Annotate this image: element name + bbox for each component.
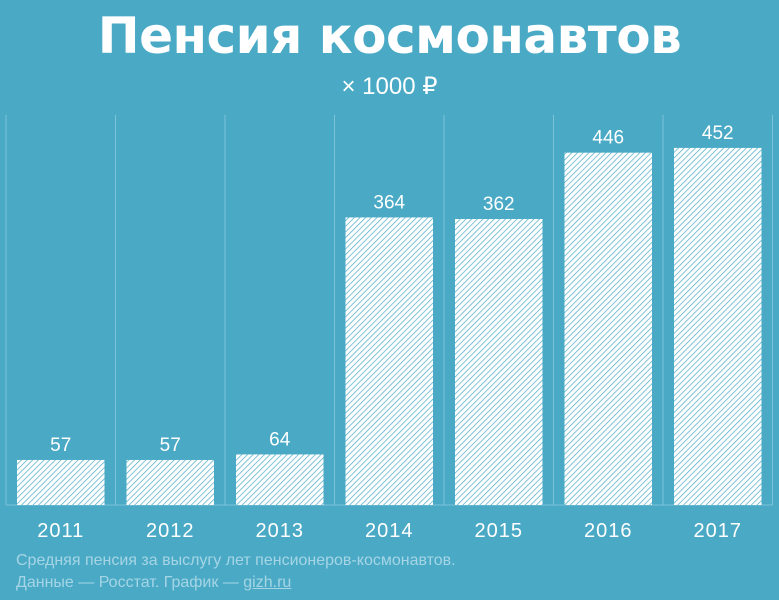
bar-2016 xyxy=(564,152,652,505)
bar-2011 xyxy=(17,459,105,505)
x-tick-label-2011: 2011 xyxy=(37,520,84,542)
bar-2012 xyxy=(126,459,214,505)
caption-description: Средняя пенсия за выслугу лет пенсионеро… xyxy=(16,552,456,569)
x-tick-label-2014: 2014 xyxy=(365,520,414,542)
data-label-2016: 446 xyxy=(592,128,624,149)
data-label-2011: 57 xyxy=(50,435,71,456)
bar-2013 xyxy=(236,454,324,505)
chart-title: Пенсия космонавтов xyxy=(97,7,682,65)
chart-subtitle: × 1000 ₽ xyxy=(341,73,438,100)
source-link[interactable]: gizh.ru xyxy=(243,574,292,591)
caption-source: Данные — Росстат. График — gizh.ru xyxy=(16,572,456,594)
caption-source-text: Данные — Росстат. График — xyxy=(16,574,244,591)
data-label-2017: 452 xyxy=(702,123,734,144)
bar-2015 xyxy=(455,219,543,505)
x-tick-label-2015: 2015 xyxy=(475,520,524,542)
bar-2014 xyxy=(345,217,433,505)
x-tick-label-2012: 2012 xyxy=(146,520,195,542)
x-tick-label-2017: 2017 xyxy=(694,520,743,542)
data-label-2015: 362 xyxy=(483,194,515,215)
bar-2017 xyxy=(674,147,762,506)
x-tick-label-2016: 2016 xyxy=(584,520,633,542)
data-label-2014: 364 xyxy=(373,192,405,213)
data-label-2013: 64 xyxy=(269,429,291,450)
data-label-2012: 57 xyxy=(160,435,181,456)
chart-caption: Средняя пенсия за выслугу лет пенсионеро… xyxy=(16,550,456,594)
x-tick-label-2013: 2013 xyxy=(256,520,305,542)
